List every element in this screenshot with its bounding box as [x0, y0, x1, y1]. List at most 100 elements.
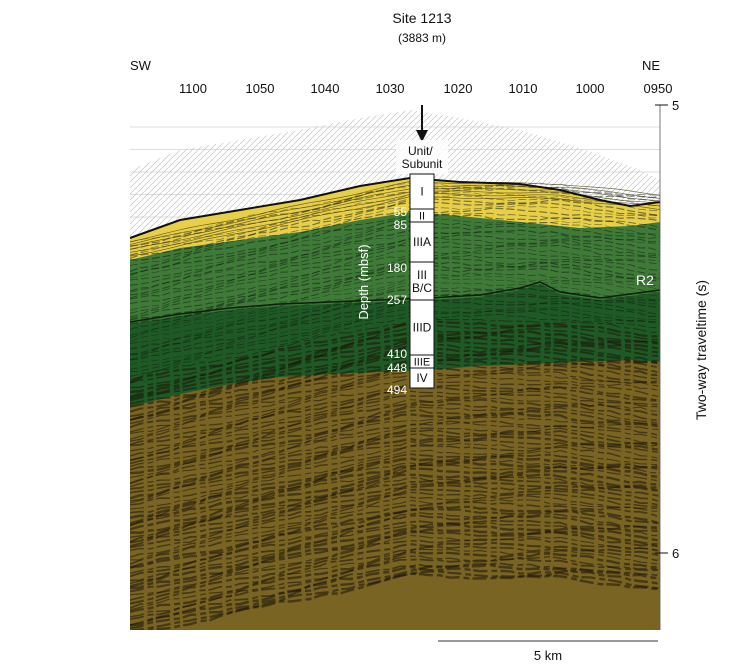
depth-axis-label: Depth (mbsf)	[356, 244, 371, 319]
seismic-trace	[130, 362, 660, 425]
column-header: Unit/ Subunit	[402, 144, 443, 171]
seismic-trace	[130, 272, 660, 336]
seismic-trace	[130, 252, 660, 314]
seismic-trace	[130, 398, 660, 462]
seismic-trace	[130, 225, 660, 286]
unit-label: I	[420, 185, 423, 199]
yellow-lamination	[130, 187, 660, 248]
seismic-trace	[130, 416, 660, 479]
seismic-trace	[146, 572, 660, 630]
seismic-trace	[130, 200, 660, 261]
seismic-trace	[130, 333, 660, 398]
seismic-trace	[130, 212, 660, 275]
yellow-lamination	[130, 184, 660, 245]
shotpoint-label: 1020	[444, 81, 473, 96]
shotpoint-label: 1040	[311, 81, 340, 96]
seismic-trace	[130, 535, 660, 596]
seismic-trace	[130, 562, 660, 626]
seismic-trace	[130, 248, 660, 311]
seismic-trace	[130, 380, 660, 442]
seismic-trace	[130, 422, 660, 485]
seismic-trace	[130, 455, 660, 520]
time-axis-label: Two-way traveltime (s)	[693, 280, 709, 420]
shotpoint-label: 0950	[644, 81, 673, 96]
depth-label: 180	[387, 261, 407, 275]
seismic-trace	[130, 557, 660, 620]
depth-label: 448	[387, 361, 407, 375]
seismic-trace	[130, 305, 660, 365]
seismic-trace	[130, 323, 660, 384]
seismic-trace	[130, 293, 660, 356]
seismic-trace	[130, 429, 660, 490]
seismic-trace	[130, 393, 660, 457]
seismic-trace	[130, 523, 660, 588]
seismic-trace	[130, 218, 660, 279]
seismic-trace	[130, 182, 660, 243]
unit-box	[409, 173, 435, 210]
seismic-trace	[130, 442, 660, 504]
seismic-trace	[130, 214, 660, 277]
seismic-trace	[130, 357, 660, 421]
unit-box	[409, 367, 435, 389]
depth-label: 494	[387, 383, 407, 397]
unit-label: IIIA	[413, 235, 431, 249]
seismic-trace	[130, 521, 660, 585]
depth-label: 410	[387, 347, 407, 361]
seismic-trace	[130, 261, 660, 321]
shotpoint-axis: 1100 1050 1040 1030 1020 1010 1000 0950	[179, 81, 672, 96]
yellow-lamination	[130, 193, 660, 253]
seismic-trace	[130, 254, 660, 318]
unit-box	[409, 299, 435, 356]
yellow-lamination	[130, 181, 660, 243]
r2-label: R2	[636, 272, 654, 288]
seismic-trace	[130, 234, 660, 296]
seismic-trace	[130, 284, 660, 344]
seismic-trace	[130, 244, 660, 304]
shotpoint-label: 1100	[179, 81, 207, 96]
seismic-trace	[130, 370, 660, 433]
time-tick-6: 6	[672, 546, 679, 561]
seismic-trace	[130, 488, 660, 549]
seismic-trace	[130, 445, 660, 506]
seismic-trace	[130, 330, 660, 394]
shotpoint-label: 1030	[376, 81, 405, 96]
seismic-trace	[130, 195, 660, 256]
unit-label: IIID	[413, 321, 432, 335]
unit-label: III B/C	[412, 268, 432, 295]
seismic-trace	[130, 191, 660, 256]
time-tick-5: 5	[672, 98, 679, 113]
seismic-trace	[130, 204, 660, 266]
seismic-trace	[130, 237, 660, 299]
unit-label: IIIE	[414, 357, 431, 369]
seismic-trace	[130, 184, 660, 247]
seismic-trace	[130, 541, 660, 605]
seismic-trace	[130, 402, 660, 465]
seismic-trace	[130, 339, 660, 402]
seismic-trace	[130, 406, 660, 468]
seafloor-reflector	[130, 176, 660, 239]
seismic-trace	[130, 349, 660, 413]
seismic-trace	[130, 376, 660, 440]
scale-bar-label: 5 km	[534, 648, 562, 663]
seismic-trace	[130, 264, 660, 325]
seismic-trace	[130, 519, 660, 582]
seismic-trace	[130, 258, 660, 319]
seismic-trace	[130, 291, 660, 355]
seismic-trace	[130, 548, 660, 611]
seismic-trace	[130, 563, 660, 627]
seismic-trace	[130, 358, 660, 422]
seismic-trace	[130, 567, 660, 630]
r2-reflector	[130, 281, 660, 323]
seismic-trace	[130, 310, 660, 373]
seismic-trace	[130, 412, 660, 475]
seismic-trace	[130, 464, 660, 527]
seismic-trace	[130, 299, 660, 361]
direction-ne: NE	[642, 58, 660, 73]
seismic-trace	[130, 229, 660, 292]
unit-label: IV	[416, 371, 427, 385]
seismic-trace	[130, 298, 660, 361]
seismic-trace	[130, 473, 660, 535]
seismic-trace	[130, 240, 660, 300]
